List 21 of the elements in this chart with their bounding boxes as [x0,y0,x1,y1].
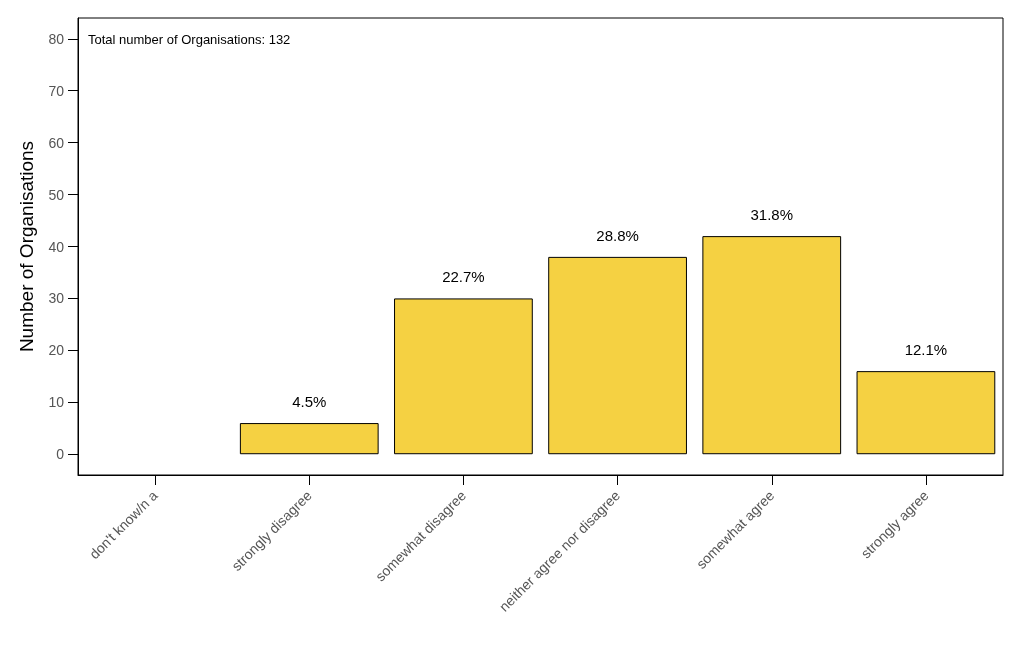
bar [548,256,687,455]
y-tick-label: 40 [48,238,65,255]
y-tick-label: 10 [48,394,65,411]
annotation: 28.8% [596,226,639,244]
y-tick-label: 20 [48,342,65,359]
annotation: Total number of Organisations: 132 [88,32,291,47]
y-tick-label: 0 [56,446,65,463]
annotation: 4.5% [292,393,327,411]
y-tick-label: 70 [48,82,65,99]
annotation: 31.8% [750,206,794,224]
bar [239,423,379,455]
bar [856,371,996,455]
y-axis-title: Number of Organisations [16,140,37,353]
annotation: 22.7% [442,268,485,286]
y-tick-label: 60 [48,134,65,151]
y-tick-label: 80 [48,30,65,47]
bar [702,236,842,455]
y-tick-label: 30 [48,290,65,307]
bar [394,298,533,455]
annotation: 12.1% [904,341,948,359]
y-tick-label: 50 [48,186,65,203]
